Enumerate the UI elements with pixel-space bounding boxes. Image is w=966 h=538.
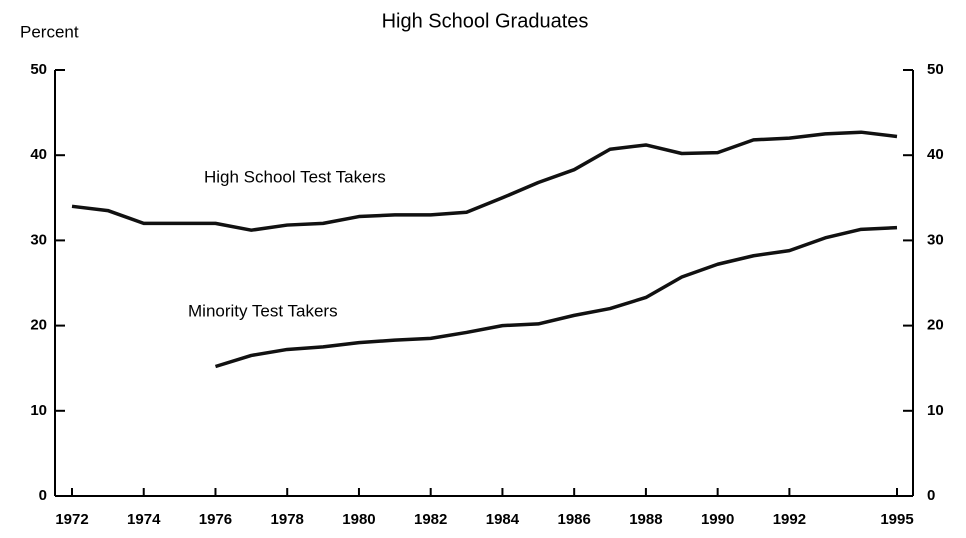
y-axis-label: Percent xyxy=(20,22,79,41)
x-tick-label: 1982 xyxy=(414,511,447,528)
x-tick-label: 1972 xyxy=(55,511,88,528)
x-tick-label: 1986 xyxy=(557,511,590,528)
x-tick-label: 1976 xyxy=(199,511,232,528)
y-tick-label: 30 xyxy=(30,231,47,248)
y2-tick-label: 0 xyxy=(927,487,935,504)
x-tick-label: 1974 xyxy=(127,511,161,528)
y-tick-label: 10 xyxy=(30,402,47,419)
x-tick-label: 1984 xyxy=(486,511,520,528)
y2-tick-label: 40 xyxy=(927,146,944,163)
x-tick-label: 1988 xyxy=(629,511,662,528)
x-tick-label: 1992 xyxy=(773,511,806,528)
x-tick-label: 1995 xyxy=(880,511,913,528)
x-tick-label: 1980 xyxy=(342,511,375,528)
series-label: Minority Test Takers xyxy=(188,301,338,320)
y2-tick-label: 20 xyxy=(927,317,944,334)
y2-tick-label: 50 xyxy=(927,61,944,78)
series-label: High School Test Takers xyxy=(204,167,386,186)
y-tick-label: 0 xyxy=(39,487,47,504)
chart-title: High School Graduates xyxy=(382,10,589,32)
y-tick-label: 50 xyxy=(30,61,47,78)
y-tick-label: 40 xyxy=(30,146,47,163)
series-line xyxy=(71,130,898,232)
x-tick-label: 1978 xyxy=(271,511,304,528)
y-tick-label: 20 xyxy=(30,317,47,334)
y2-tick-label: 30 xyxy=(927,231,944,248)
series-line xyxy=(214,225,898,369)
y2-tick-label: 10 xyxy=(927,402,944,419)
x-tick-label: 1990 xyxy=(701,511,734,528)
